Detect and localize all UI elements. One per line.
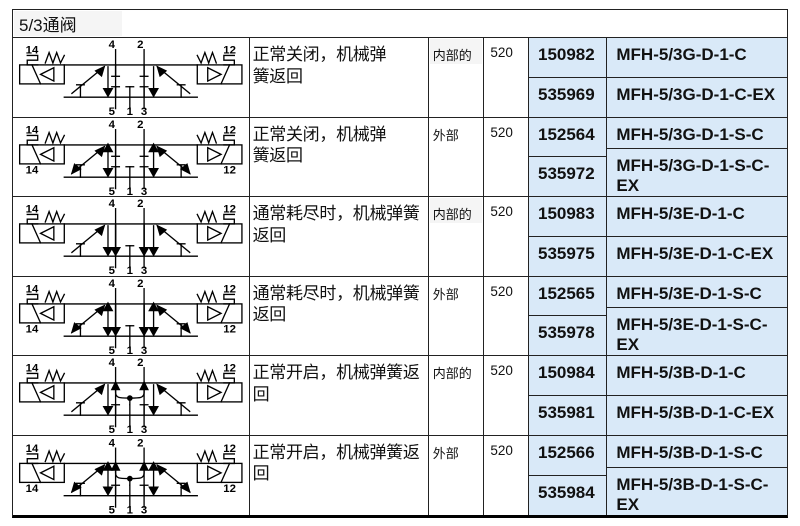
svg-text:14: 14 xyxy=(26,164,39,176)
svg-text:14: 14 xyxy=(26,124,39,136)
svg-text:12: 12 xyxy=(223,283,236,295)
svg-text:1: 1 xyxy=(127,186,134,196)
svg-text:2: 2 xyxy=(137,39,143,51)
svg-text:5: 5 xyxy=(109,345,116,355)
svg-text:1: 1 xyxy=(127,345,134,355)
svg-text:1: 1 xyxy=(127,424,134,434)
svg-text:14: 14 xyxy=(26,283,39,295)
svg-text:5: 5 xyxy=(109,106,116,116)
svg-text:12: 12 xyxy=(223,482,236,494)
svg-text:3: 3 xyxy=(141,424,147,434)
svg-text:5: 5 xyxy=(109,186,116,196)
svg-text:4: 4 xyxy=(109,118,116,130)
svg-text:4: 4 xyxy=(109,357,116,369)
svg-text:4: 4 xyxy=(109,437,116,449)
svg-text:12: 12 xyxy=(223,204,236,216)
svg-text:5: 5 xyxy=(109,265,116,275)
svg-text:14: 14 xyxy=(26,323,39,335)
svg-text:12: 12 xyxy=(223,124,236,136)
svg-text:1: 1 xyxy=(127,106,134,116)
svg-text:1: 1 xyxy=(127,265,134,275)
svg-text:2: 2 xyxy=(137,118,143,130)
svg-text:14: 14 xyxy=(26,482,39,494)
svg-text:12: 12 xyxy=(223,45,236,57)
svg-text:2: 2 xyxy=(137,437,143,449)
svg-text:4: 4 xyxy=(109,277,116,289)
svg-text:14: 14 xyxy=(26,363,39,375)
svg-text:2: 2 xyxy=(137,357,143,369)
svg-text:2: 2 xyxy=(137,277,143,289)
svg-text:12: 12 xyxy=(223,363,236,375)
svg-text:4: 4 xyxy=(109,39,116,51)
svg-text:2: 2 xyxy=(137,198,143,210)
svg-text:1: 1 xyxy=(127,504,134,515)
svg-text:12: 12 xyxy=(223,164,236,176)
svg-text:3: 3 xyxy=(141,265,147,275)
svg-text:14: 14 xyxy=(26,45,39,57)
svg-text:12: 12 xyxy=(223,443,236,455)
svg-text:4: 4 xyxy=(109,198,116,210)
svg-text:5: 5 xyxy=(109,424,116,434)
svg-text:3: 3 xyxy=(141,106,147,116)
svg-text:5: 5 xyxy=(109,504,116,515)
svg-text:3: 3 xyxy=(141,504,147,515)
svg-text:3: 3 xyxy=(141,345,147,355)
svg-text:12: 12 xyxy=(223,323,236,335)
svg-text:14: 14 xyxy=(26,443,39,455)
svg-text:14: 14 xyxy=(26,204,39,216)
svg-text:3: 3 xyxy=(141,186,147,196)
